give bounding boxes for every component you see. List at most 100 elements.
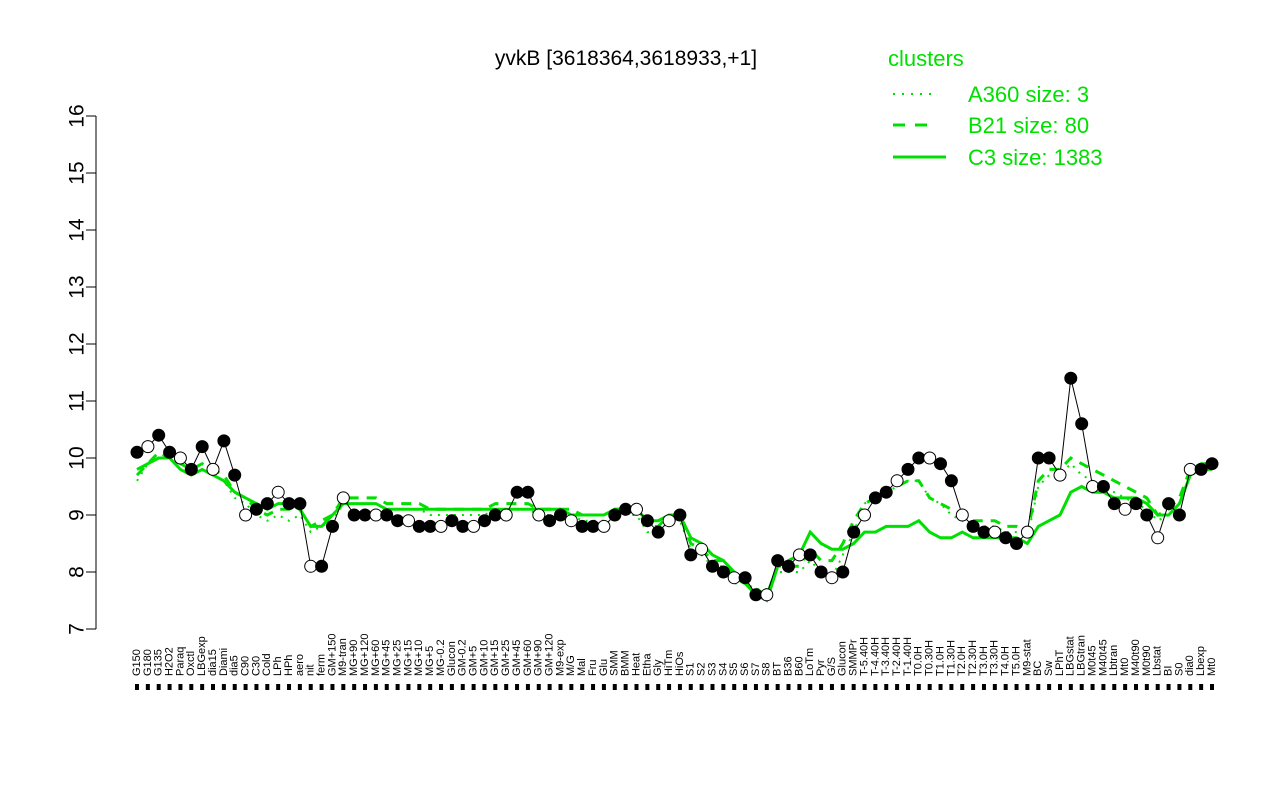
data-point [1010, 537, 1023, 550]
data-points [130, 371, 1219, 602]
data-point [271, 485, 285, 499]
x-tick-label: dia0 [1184, 655, 1196, 676]
data-point [239, 508, 253, 522]
x-tick-label: M40t45 [1097, 639, 1109, 676]
x-tick-label: BI [1162, 666, 1174, 676]
data-point [391, 514, 405, 528]
data-point [847, 525, 861, 539]
x-tick-label: Lbtran [1108, 645, 1120, 676]
data-point [488, 508, 502, 522]
x-tick-label: Paraq [174, 647, 186, 676]
data-point [858, 508, 871, 522]
data-point [532, 508, 546, 522]
data-point [651, 525, 665, 539]
data-point [944, 474, 958, 488]
x-tick-label: S4 [717, 663, 729, 676]
data-point [836, 565, 850, 579]
x-tick-label: Fru [587, 660, 599, 677]
x-tick-label: S0 [1173, 663, 1185, 676]
data-point [695, 542, 709, 556]
data-point [1151, 531, 1165, 545]
data-point [206, 462, 220, 476]
x-tick-label: MG+25 [392, 640, 404, 676]
data-point [543, 514, 557, 528]
x-tick-label: G180 [142, 649, 154, 676]
x-tick-label: M9-tran [337, 638, 349, 676]
x-tick-label: S1 [685, 663, 697, 676]
legend: clusters A360 size: 3 B21 size: 80 C3 si… [888, 46, 1103, 170]
x-tick-label: dia15 [207, 649, 219, 676]
x-tick-label: SMM [609, 650, 621, 676]
x-tick-label: GM-0.2 [457, 639, 469, 676]
chart-title: yvkB [3618364,3618933,+1] [495, 47, 757, 70]
x-tick-label: M/G [565, 655, 577, 676]
data-point [1096, 480, 1110, 493]
data-point [1107, 497, 1121, 511]
y-tick-label: 8 [66, 566, 89, 578]
data-point [467, 519, 481, 533]
data-point [771, 554, 785, 568]
data-point [879, 485, 893, 499]
data-point [445, 514, 459, 528]
x-tick-label: T0.30H [924, 640, 936, 676]
x-tick-label: Heat [630, 653, 642, 676]
y-tick-label: 13 [66, 275, 89, 298]
data-point [619, 502, 633, 516]
x-tick-label: GM+25 [500, 640, 512, 676]
x-tick-label: nit [305, 664, 317, 676]
x-tick-label: S5 [728, 663, 740, 676]
x-tick-label: LPhT [1054, 649, 1066, 676]
x-tick-label: GM+45 [511, 640, 523, 676]
data-point [260, 497, 274, 511]
data-point [608, 508, 622, 522]
data-point [716, 565, 730, 579]
x-tick-label: G150 [131, 649, 143, 676]
x-tick-label: M0t45 [1086, 645, 1098, 676]
x-tick-label: S8 [761, 663, 773, 676]
data-point [347, 508, 361, 522]
y-tick-label: 15 [66, 161, 89, 184]
data-point [293, 497, 307, 511]
data-point [977, 525, 991, 539]
x-tick-label: LoTm [804, 648, 816, 676]
x-tick-label: Lbstat [1152, 646, 1164, 676]
data-point [890, 474, 904, 488]
data-point [966, 519, 980, 533]
series-line-gene [136, 378, 1213, 596]
data-point [184, 462, 198, 476]
x-tick-label: Oxctl [185, 651, 197, 676]
x-tick-label: M0t90 [1141, 645, 1153, 676]
data-point [1075, 417, 1089, 431]
x-tick-label: M9-stat [1021, 639, 1033, 676]
x-tick-label: T-2.40H [891, 637, 903, 676]
x-tick-label: GM+5 [468, 646, 480, 676]
legend-title: clusters [888, 46, 964, 71]
x-tick-label: GM+15 [489, 640, 501, 676]
data-point [1194, 462, 1208, 476]
x-tick-label: GM+90 [533, 640, 545, 676]
data-point [163, 445, 177, 459]
x-tick-label: Lbexp [1195, 646, 1207, 676]
x-tick-label: T4.0H [1000, 646, 1012, 676]
x-tick-label: MG+15 [402, 640, 414, 676]
x-axis: G150G180G135H2O2ParaqOxctlLBGexpdia15Dia… [131, 634, 1218, 690]
data-point [1086, 480, 1100, 493]
data-point [684, 548, 698, 562]
data-point [586, 519, 600, 533]
data-point [1118, 502, 1132, 516]
x-tick-label: BC [1032, 661, 1044, 676]
x-tick-label: MG+5 [424, 646, 436, 676]
x-tick-label: T1.0H [934, 646, 946, 676]
x-tick-label: T-4.40H [869, 637, 881, 676]
data-point [1129, 497, 1143, 511]
data-point [510, 485, 524, 499]
data-point [868, 491, 882, 505]
data-point [315, 559, 329, 573]
x-tick-label: S6 [739, 663, 751, 676]
x-tick-label: C30 [250, 656, 262, 676]
series-line-c3 [136, 456, 1212, 603]
x-tick-label: BMM [620, 650, 632, 676]
y-tick-label: 16 [66, 104, 89, 127]
data-point [792, 548, 806, 562]
data-point [738, 571, 752, 585]
